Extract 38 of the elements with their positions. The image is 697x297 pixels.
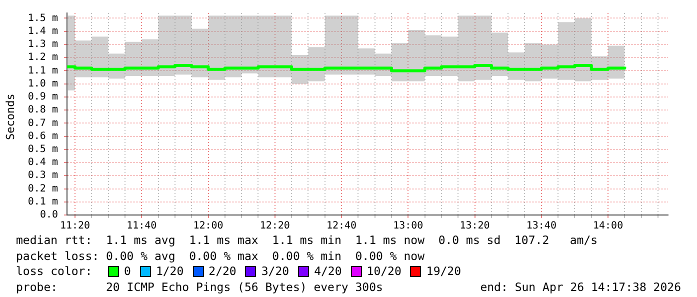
- text: probe: 20 ICMP Echo Pings (56 Bytes) every 300s: [16, 280, 383, 295]
- legend-label: 0: [124, 264, 131, 280]
- x-tick-label: 11:40: [126, 220, 157, 232]
- text: end: Sun Apr 26 14:17:38 2026: [480, 280, 681, 295]
- legend-label: 19/20: [426, 264, 462, 280]
- y-tick-label: 0.4 m: [28, 157, 58, 168]
- x-tick-label: 12:20: [260, 220, 290, 232]
- y-tick-label: 1.5 m: [28, 12, 58, 24]
- legend-label: 4/20: [314, 264, 342, 280]
- y-tick-label: 0.1 m: [28, 196, 58, 208]
- legend-label: 10/20: [366, 264, 402, 280]
- x-tick-label: 13:00: [393, 220, 424, 232]
- text: median rtt: 1.1 ms avg 1.1 ms max 1.1 ms min 1.1 ms now 0.0 ms sd 107.2 am/s: [16, 233, 599, 248]
- x-tick-label: 12:40: [326, 220, 357, 232]
- y-tick-label: 0.7 m: [28, 118, 58, 129]
- legend-label: 2/20: [208, 264, 236, 280]
- y-tick-label: 1.2 m: [28, 52, 58, 64]
- y-tick-label: 1.4 m: [28, 26, 58, 37]
- legend-label: 3/20: [261, 264, 290, 280]
- text: packet loss: 0.00 % avg 0.00 % max 0.00 % min 0.00 % now: [16, 248, 426, 264]
- legend-title: loss color:: [16, 264, 94, 280]
- y-tick-label: 0.3 m: [28, 170, 58, 182]
- y-tick-label: 0.0: [40, 210, 58, 221]
- x-tick-label: 14:00: [592, 220, 624, 232]
- y-tick-label: 1.3 m: [28, 39, 58, 50]
- legend-label: 1/20: [156, 264, 184, 280]
- y-axis-title: Seconds: [4, 94, 17, 140]
- y-tick-label: 0.6 m: [28, 130, 58, 142]
- x-tick-label: 11:20: [60, 220, 90, 232]
- y-tick-label: 0.5 m: [28, 144, 58, 156]
- y-tick-label: 1.1 m: [28, 65, 58, 76]
- x-tick-label: 13:20: [460, 220, 490, 232]
- y-tick-label: 0.9 m: [28, 92, 58, 103]
- x-tick-label: 13:40: [526, 220, 556, 232]
- y-tick-label: 0.8 m: [28, 104, 58, 116]
- y-tick-label: 1.0 m: [28, 78, 58, 90]
- y-tick-label: 0.2 m: [28, 183, 58, 194]
- x-tick-label: 12:00: [193, 220, 224, 232]
